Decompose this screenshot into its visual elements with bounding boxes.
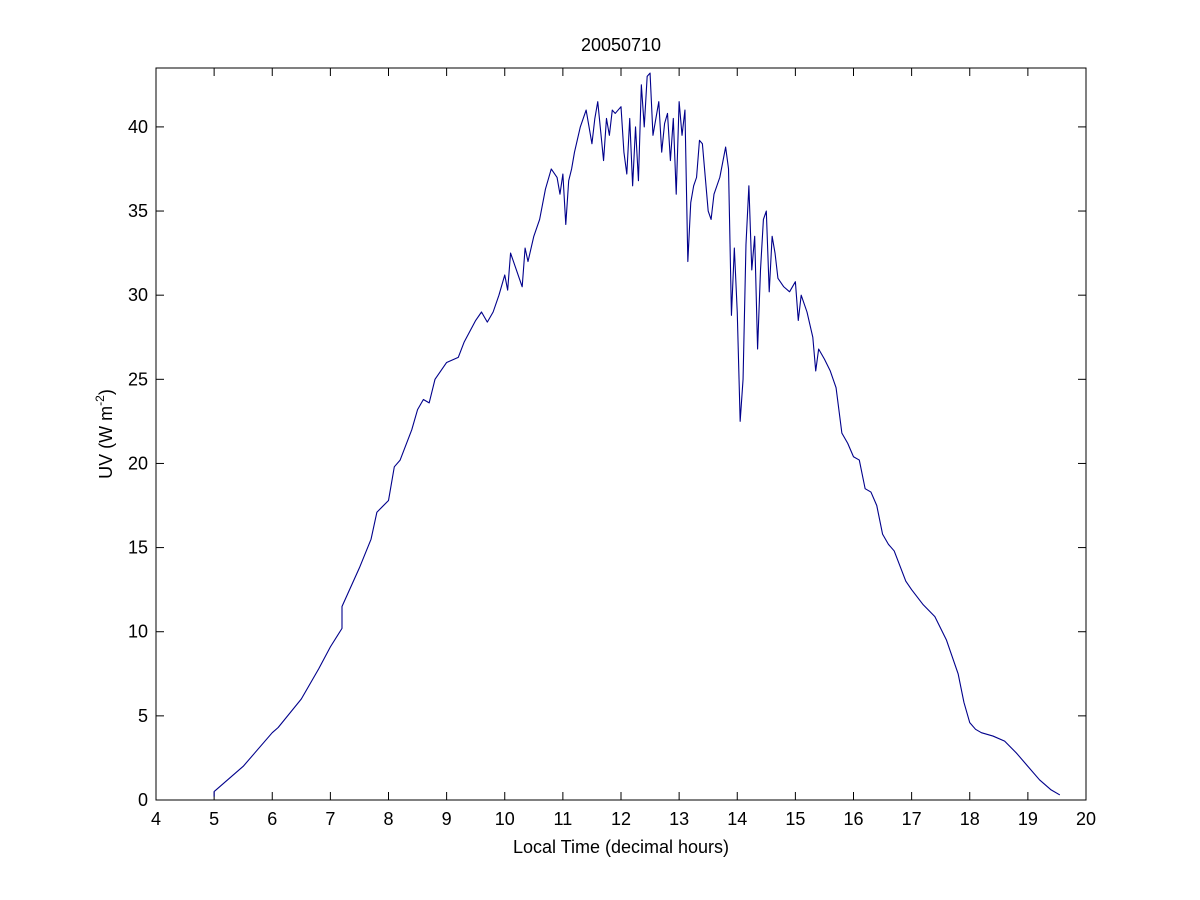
x-tick-label: 10 <box>495 809 515 829</box>
y-tick-label: 5 <box>138 706 148 726</box>
y-tick-label: 35 <box>128 201 148 221</box>
x-tick-label: 7 <box>325 809 335 829</box>
chart-title: 20050710 <box>581 35 661 55</box>
x-axis-title: Local Time (decimal hours) <box>513 837 729 857</box>
y-axis-title-exponent: -2 <box>93 395 107 406</box>
plot-area <box>155 67 1087 801</box>
x-tick-label: 8 <box>383 809 393 829</box>
y-axis-title: UV (W m-2) <box>93 389 116 479</box>
y-axis-ticks: 0 5 10 15 20 25 30 35 40 <box>128 117 1086 810</box>
x-tick-label: 11 <box>554 809 573 829</box>
y-tick-label: 10 <box>128 622 148 642</box>
x-tick-label: 5 <box>209 809 219 829</box>
y-axis-title-close: ) <box>96 389 116 395</box>
y-tick-label: 15 <box>128 538 148 558</box>
x-tick-label: 17 <box>902 809 922 829</box>
x-tick-label: 18 <box>960 809 980 829</box>
x-tick-label: 12 <box>611 809 631 829</box>
y-tick-label: 40 <box>128 117 148 137</box>
x-tick-label: 16 <box>843 809 863 829</box>
uv-series-line <box>213 72 1061 797</box>
x-tick-label: 20 <box>1076 809 1096 829</box>
y-tick-label: 20 <box>128 453 148 473</box>
y-tick-label: 0 <box>138 790 148 810</box>
x-tick-label: 19 <box>1018 809 1038 829</box>
y-tick-label: 30 <box>128 285 148 305</box>
x-tick-label: 4 <box>151 809 161 829</box>
y-tick-label: 25 <box>128 369 148 389</box>
x-tick-label: 9 <box>442 809 452 829</box>
x-tick-label: 6 <box>267 809 277 829</box>
y-axis-title-base: UV (W m <box>96 406 116 479</box>
x-axis-ticks: 4 5 6 7 8 9 10 11 12 13 14 15 16 17 18 19 20 <box>151 68 1096 829</box>
x-tick-label: 15 <box>785 809 805 829</box>
x-tick-label: 14 <box>727 809 747 829</box>
x-tick-label: 13 <box>669 809 689 829</box>
